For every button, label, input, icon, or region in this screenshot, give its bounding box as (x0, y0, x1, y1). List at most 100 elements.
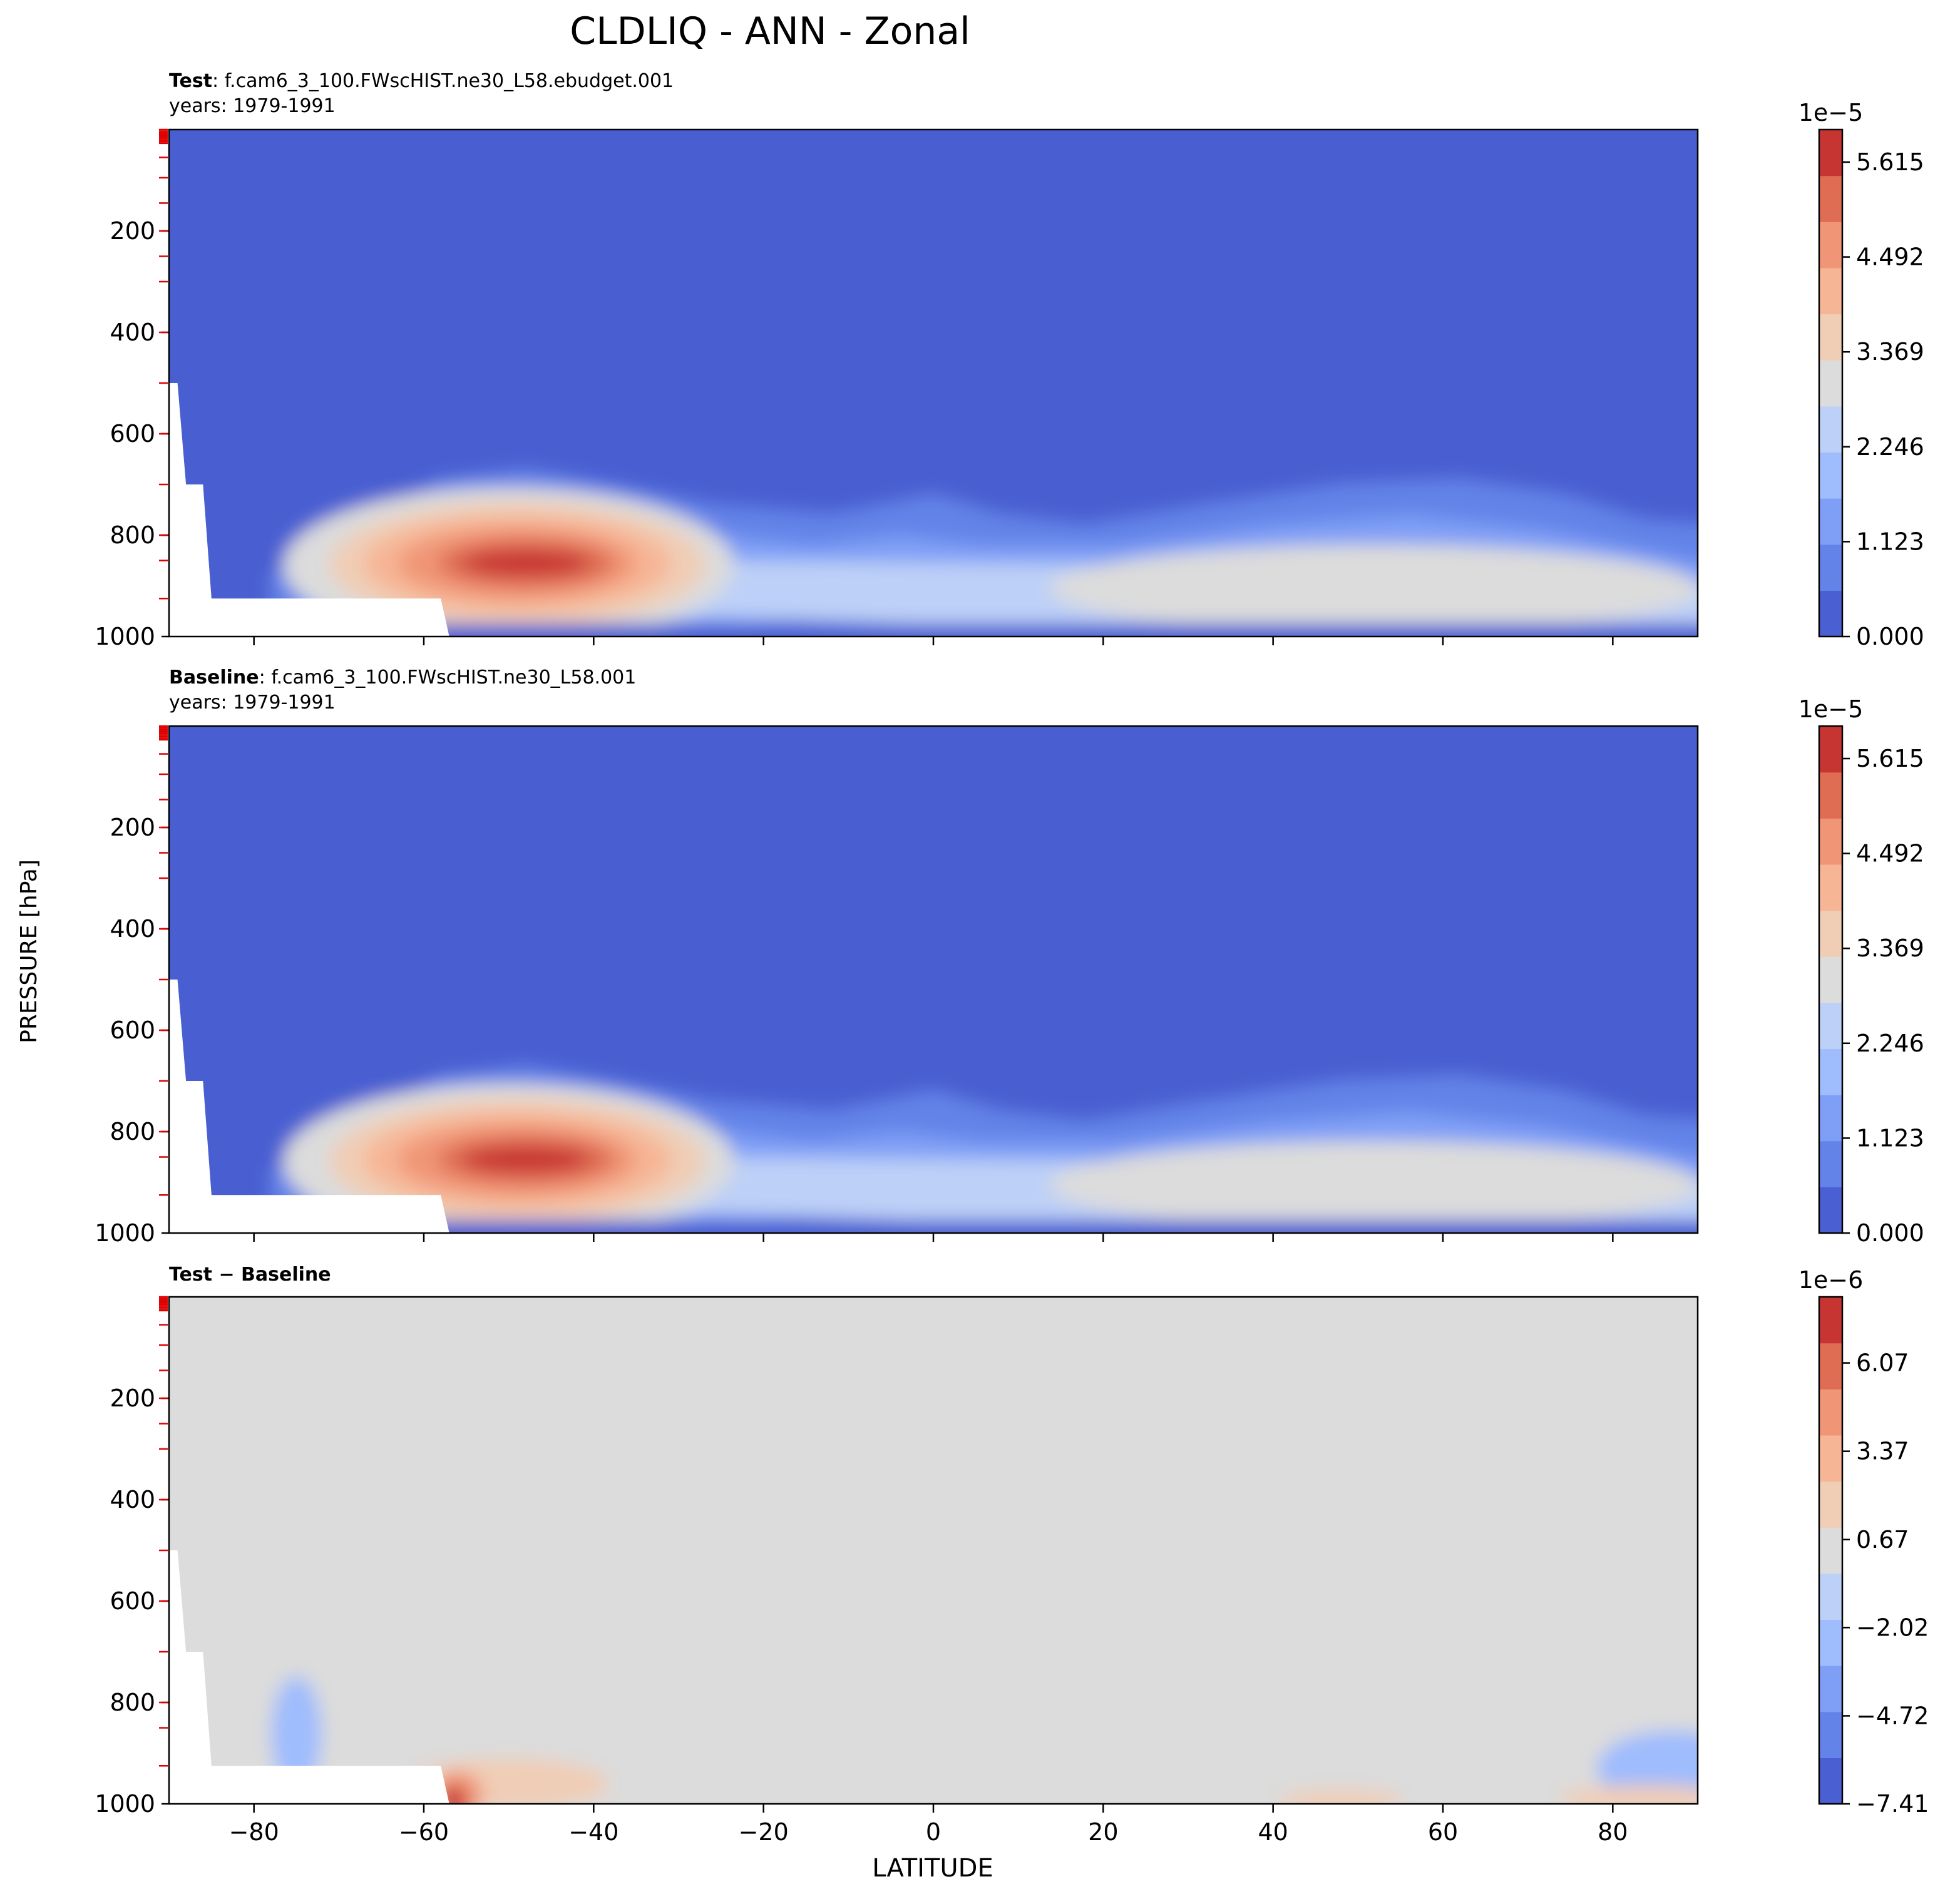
colorbar-tick-label: 2.246 (1856, 433, 1924, 461)
panel-years: years: 1979-1991 (169, 692, 336, 714)
x-axis-label: LATITUDE (872, 1854, 993, 1883)
colorbar-tick-label: 0.000 (1856, 1219, 1924, 1247)
colorbar-tick-label: 1.123 (1856, 1124, 1924, 1152)
colorbar-swatch (1819, 1527, 1842, 1574)
panel-label: Baseline: f.cam6_3_100.FWscHIST.ne30_L58… (169, 667, 636, 688)
x-tick-label: 0 (926, 1818, 941, 1846)
panel-years: years: 1979-1991 (169, 95, 336, 117)
y-tick-label: 600 (110, 420, 155, 448)
colorbar-swatch (1819, 1666, 1842, 1712)
negative-patch-south (271, 1676, 322, 1789)
x-tick-label: 80 (1598, 1818, 1628, 1846)
colorbar-test: 0.000 1.123 2.246 3.369 4.492 5.615 1e−5 (1798, 99, 1924, 650)
colorbar-tick-label: 0.67 (1856, 1526, 1909, 1553)
colorbar-swatch (1819, 590, 1842, 637)
colorbar-tick-label: 6.07 (1856, 1349, 1909, 1377)
colorbar-swatch (1819, 1389, 1842, 1436)
panel-label-bold: Baseline (169, 667, 259, 688)
colorbar-swatch (1819, 1140, 1842, 1187)
northern-cloud-core (1049, 545, 1698, 633)
panel-label: Test: f.cam6_3_100.FWscHIST.ne30_L58.ebu… (169, 70, 674, 92)
y-tick-label: 800 (110, 521, 155, 549)
colorbar-tick-label: 2.246 (1856, 1030, 1924, 1057)
colorbar-tick-label: 1.123 (1856, 528, 1924, 555)
y-tick-label: 800 (110, 1118, 155, 1145)
colorbar-swatch (1819, 360, 1842, 407)
colorbar-tick-label: 5.615 (1856, 148, 1924, 176)
colorbar-tick-label: −7.41 (1856, 1790, 1929, 1818)
colorbar-difference: −7.41 −4.72 −2.02 0.67 3.37 6.07 1e−6 (1798, 1266, 1929, 1818)
panel-baseline: Baseline: f.cam6_3_100.FWscHIST.ne30_L58… (95, 667, 1924, 1247)
topography-mask (169, 383, 449, 637)
colorbar-tick-label: 0.000 (1856, 623, 1924, 650)
y-tick-label: 200 (110, 814, 155, 841)
panel-test: Test: f.cam6_3_100.FWscHIST.ne30_L58.ebu… (95, 70, 1924, 650)
x-tick-label: 60 (1428, 1818, 1458, 1846)
colorbar-tick-label: −2.02 (1856, 1614, 1929, 1641)
panels-group: Test: f.cam6_3_100.FWscHIST.ne30_L58.ebu… (95, 70, 1929, 1846)
colorbar-swatch (1819, 910, 1842, 957)
colorbar-swatch (1819, 864, 1842, 911)
positive-surface-arctic (1559, 1784, 1698, 1804)
y-tick-label: 400 (110, 1486, 155, 1513)
topography-mask (169, 980, 449, 1233)
x-tick-label: 40 (1258, 1818, 1288, 1846)
field-baseline (169, 726, 1698, 1233)
colorbar-swatch (1819, 818, 1842, 865)
x-tick-label: −40 (568, 1818, 618, 1846)
colorbar-swatch (1819, 726, 1842, 773)
southern-maximum (463, 1147, 588, 1172)
colorbar-swatch (1819, 1619, 1842, 1666)
colorbar-swatch (1819, 222, 1842, 269)
colorbar-swatch (1819, 1481, 1842, 1528)
colorbar-swatch (1819, 1187, 1842, 1234)
colorbar-swatch (1819, 130, 1842, 177)
y-tick-label: 200 (110, 217, 155, 245)
colorbar-swatch (1819, 772, 1842, 819)
colorbar-swatch (1819, 1573, 1842, 1620)
y-tick-label: 200 (110, 1385, 155, 1412)
colorbar-swatch (1819, 1002, 1842, 1050)
y-tick-label: 1000 (95, 1790, 155, 1818)
colorbar-swatch (1819, 1758, 1842, 1804)
southern-maximum (463, 550, 588, 576)
colorbar-offset-label: 1e−6 (1798, 1266, 1864, 1294)
y-tick-label: 400 (110, 319, 155, 346)
field-layers-baseline (169, 726, 1698, 1233)
colorbar-baseline: 0.000 1.123 2.246 3.369 4.492 5.615 1e−5 (1798, 695, 1924, 1247)
field-difference (169, 1297, 1698, 1804)
colorbar-swatch (1819, 406, 1842, 453)
y-tick-label: 1000 (95, 623, 155, 650)
field-layers-test (169, 130, 1698, 637)
colorbar-swatch (1819, 498, 1842, 545)
colorbar-swatch (1819, 1343, 1842, 1390)
colorbar-tick-label: 3.37 (1856, 1438, 1909, 1465)
background-level (169, 1297, 1698, 1804)
colorbar-tick-label: 4.492 (1856, 243, 1924, 271)
colorbar-offset-label: 1e−5 (1798, 695, 1864, 723)
x-tick-label: −80 (229, 1818, 279, 1846)
colorbar-tick-label: 3.369 (1856, 934, 1924, 962)
panel-label-bold: Test − Baseline (169, 1264, 331, 1286)
panel-label-rest: : f.cam6_3_100.FWscHIST.ne30_L58.001 (259, 667, 637, 688)
colorbar-tick-label: 4.492 (1856, 840, 1924, 868)
figure-title: CLDLIQ - ANN - Zonal (570, 9, 970, 53)
colorbar-swatch (1819, 544, 1842, 591)
y-tick-label: 400 (110, 915, 155, 943)
y-tick-label: 600 (110, 1587, 155, 1615)
colorbar-swatch (1819, 1048, 1842, 1095)
surface-low-level (169, 1220, 1698, 1233)
colorbar-frame (1818, 128, 1844, 638)
panel-label-rest: : f.cam6_3_100.FWscHIST.ne30_L58.ebudget… (212, 70, 674, 92)
panel-label: Test − Baseline (169, 1264, 331, 1286)
field-layers-difference (169, 1297, 1698, 1804)
topography-mask (169, 1550, 449, 1804)
colorbar-swatch (1819, 267, 1842, 315)
x-tick-label: −60 (399, 1818, 449, 1846)
colorbar-frame (1818, 1296, 1844, 1805)
colorbar-swatch (1819, 175, 1842, 222)
colorbar-tick-label: 5.615 (1856, 745, 1924, 772)
x-tick-label: 20 (1088, 1818, 1118, 1846)
colorbar-offset-label: 1e−5 (1798, 99, 1864, 126)
